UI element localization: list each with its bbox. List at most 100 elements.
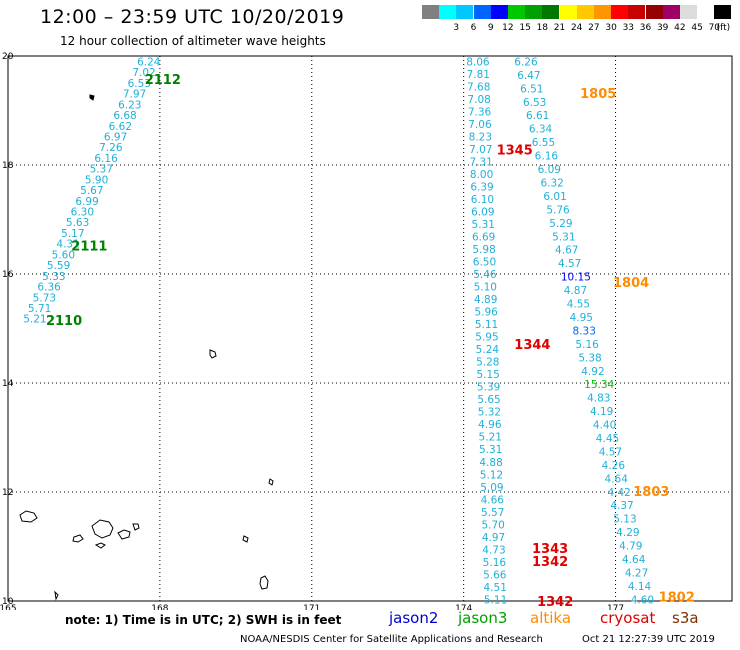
wave-height-value: 7.07 xyxy=(469,144,492,156)
wave-height-value: 5.98 xyxy=(472,244,495,256)
legend-label: 36 xyxy=(639,23,652,33)
wave-height-value: 7.68 xyxy=(467,81,490,93)
wave-height-value: 4.40 xyxy=(593,420,616,432)
wave-height-value: 4.42 xyxy=(607,487,630,499)
legend-swatch xyxy=(680,5,697,19)
wave-height-value: 5.31 xyxy=(479,444,502,456)
wave-height-value: 4.31 xyxy=(56,239,79,251)
legend-label: 70 xyxy=(708,23,721,33)
legend-swatch xyxy=(542,5,560,19)
legend-swatch xyxy=(525,5,543,19)
wave-height-value: 6.09 xyxy=(538,164,561,176)
wave-height-value: 6.51 xyxy=(520,83,543,95)
wave-height-value: 4.95 xyxy=(570,312,593,324)
wave-height-value: 8.33 xyxy=(573,325,596,337)
lon-tick-label: 174 xyxy=(455,604,472,610)
wave-height-value: 5.09 xyxy=(480,482,503,494)
wave-height-value: 5.73 xyxy=(33,292,56,304)
legend-swatch xyxy=(714,5,732,19)
wave-height-value: 4.57 xyxy=(558,258,581,270)
wave-height-value: 6.97 xyxy=(104,131,127,143)
wave-height-value: 8.23 xyxy=(469,132,492,144)
wave-height-value: 6.55 xyxy=(532,137,555,149)
lon-tick-label: 171 xyxy=(303,604,320,610)
wave-height-value: 7.36 xyxy=(468,106,492,118)
pass-time-label: 1802 xyxy=(659,591,695,606)
wave-height-value: 5.10 xyxy=(474,282,497,294)
wave-height-value: 5.29 xyxy=(549,218,572,230)
wave-height-value: 7.97 xyxy=(123,89,146,101)
wave-height-value: 5.46 xyxy=(473,269,497,281)
pass-time-label: 1344 xyxy=(514,338,550,353)
legend-label: 12 xyxy=(502,23,514,33)
wave-height-value: 6.10 xyxy=(471,194,494,206)
wave-height-value: 4.87 xyxy=(564,285,587,297)
legend-unit: (ft) xyxy=(716,23,731,33)
pass-time-label: 2112 xyxy=(145,73,181,88)
pass-time-labels: 2112211121101805134518041344180313431342… xyxy=(46,73,695,610)
pass-time-label: 1343 xyxy=(532,542,568,557)
wave-height-value: 15.34 xyxy=(584,379,614,391)
pass-time-label: 1345 xyxy=(497,144,533,159)
wave-height-value: 4.96 xyxy=(478,419,502,431)
wave-height-value: 6.01 xyxy=(543,191,566,203)
island xyxy=(117,529,131,540)
wave-height-value: 5.70 xyxy=(481,519,504,531)
legend-label: 3 xyxy=(453,23,460,33)
wave-height-value: 4.92 xyxy=(581,366,604,378)
legend-label: 27 xyxy=(588,23,600,33)
legend-swatch xyxy=(508,5,525,19)
wave-height-value: 6.32 xyxy=(540,177,563,189)
wave-height-value: 7.81 xyxy=(467,69,490,81)
wave-height-value: 6.53 xyxy=(523,97,546,109)
wave-height-value: 6.16 xyxy=(535,151,559,163)
satellite-jason3: jason3 xyxy=(458,609,508,627)
wave-height-value: 4.45 xyxy=(596,433,619,445)
lon-tick-label: 177 xyxy=(607,604,624,610)
wave-height-value: 4.51 xyxy=(484,582,507,594)
wave-height-value: 5.33 xyxy=(42,271,65,283)
wave-height-value: 4.67 xyxy=(555,245,578,257)
legend-swatch xyxy=(697,5,715,19)
legend-swatch xyxy=(456,5,474,19)
wave-height-value: 5.39 xyxy=(477,382,500,394)
map-frame xyxy=(7,55,733,602)
legend-swatch xyxy=(594,5,611,19)
wave-height-value: 5.67 xyxy=(80,185,103,197)
axis-labels: 165 168 171 174 177 20 18 16 14 12 10 xyxy=(0,52,624,610)
wave-height-value: 5.15 xyxy=(476,369,499,381)
legend-label: 15 xyxy=(519,23,531,33)
wave-height-value: 6.68 xyxy=(113,110,136,122)
legend-swatch xyxy=(645,5,663,19)
wave-height-value: 7.31 xyxy=(469,157,492,169)
wave-height-value: 6.30 xyxy=(71,207,94,219)
pass-time-label: 1342 xyxy=(532,555,568,570)
island xyxy=(259,575,269,590)
footer-note: note: 1) Time is in UTC; 2) SWH is in fe… xyxy=(65,613,342,627)
island xyxy=(209,349,217,359)
wave-height-value: 6.23 xyxy=(118,99,141,111)
lon-tick-label: 165 xyxy=(0,604,17,610)
island xyxy=(89,94,95,101)
wave-height-value: 5.60 xyxy=(52,249,75,261)
pass-time-label: 1803 xyxy=(633,485,669,500)
wave-height-value: 7.08 xyxy=(467,94,490,106)
lon-tick-label: 168 xyxy=(151,604,168,610)
wave-height-value: 4.64 xyxy=(622,554,646,566)
island xyxy=(72,534,84,543)
wave-height-map[interactable]: 6.247.026.537.976.236.686.626.977.266.16… xyxy=(0,0,740,610)
wave-height-value: 10.15 xyxy=(561,272,591,284)
legend-label: 33 xyxy=(622,23,635,33)
legend-label: 6 xyxy=(470,23,477,33)
wave-height-value: 5.95 xyxy=(475,332,498,344)
lat-tick-label: 20 xyxy=(2,52,14,62)
wave-height-value: 7.26 xyxy=(99,142,123,154)
wave-height-value: 6.99 xyxy=(75,196,98,208)
lat-tick-label: 16 xyxy=(2,270,14,280)
island-outlines xyxy=(19,94,274,601)
legend-swatch xyxy=(628,5,646,19)
lat-tick-label: 12 xyxy=(2,488,13,498)
wave-height-value: 5.31 xyxy=(472,219,495,231)
satellite-s3a: s3a xyxy=(672,609,699,627)
legend-label: 18 xyxy=(536,23,549,33)
